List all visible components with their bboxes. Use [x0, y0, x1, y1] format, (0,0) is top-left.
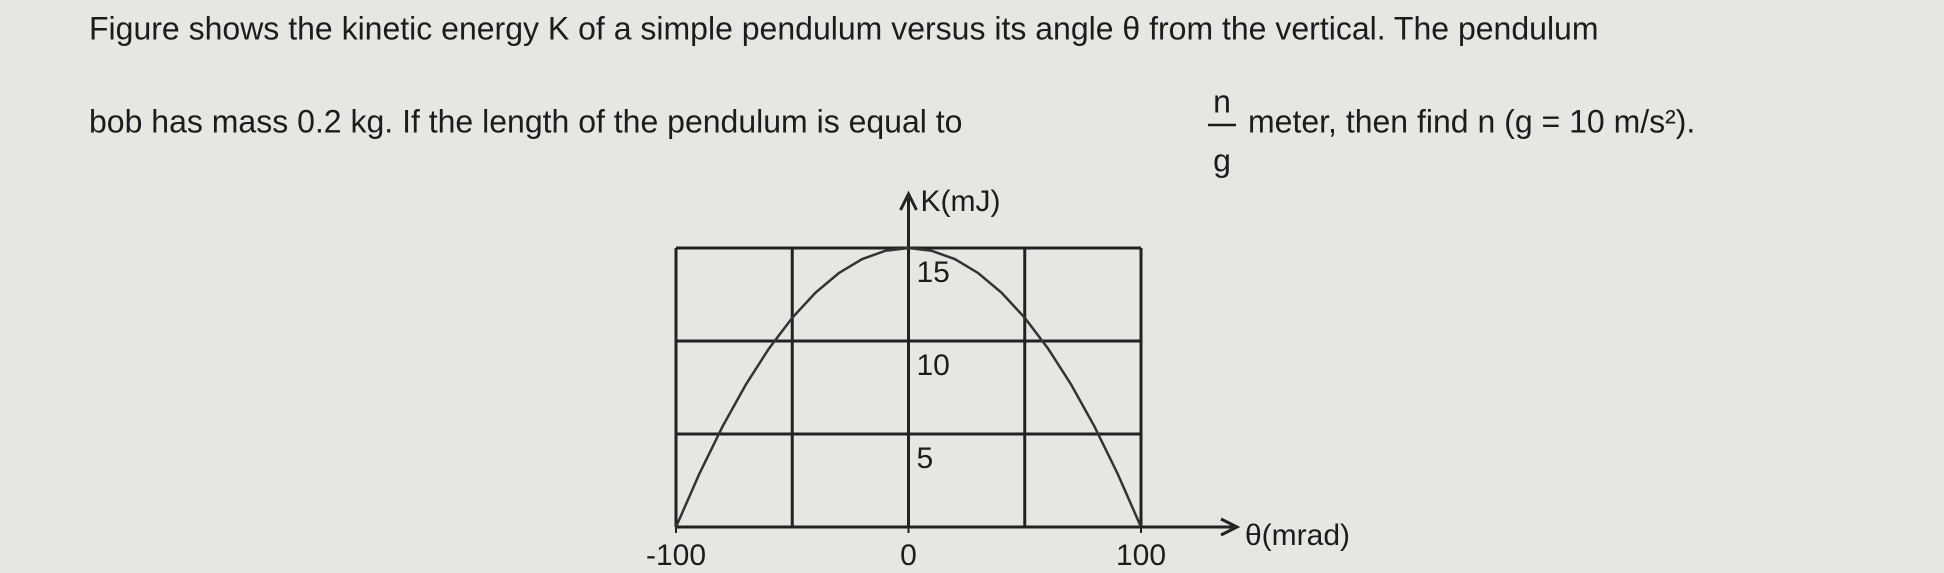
- x-tick-label: -100: [646, 539, 706, 572]
- question-line: bob has mass 0.2 kg. If the length of th…: [89, 103, 962, 139]
- x-axis-label: θ(mrad): [1245, 519, 1350, 552]
- x-tick-label: 0: [900, 539, 917, 572]
- fraction-numerator: n: [1213, 83, 1231, 119]
- y-tick-label: 5: [917, 442, 934, 475]
- question-line: Figure shows the kinetic energy K of a s…: [89, 10, 1599, 46]
- question-line: meter, then find n (g = 10 m/s²).: [1248, 103, 1695, 139]
- y-axis-label: K(mJ): [921, 185, 1001, 218]
- chart: 5 10 15 θ(mrad) K(mJ) -100 0 100: [646, 185, 1350, 572]
- fraction-denominator: g: [1213, 142, 1231, 178]
- y-tick-label: 15: [917, 256, 950, 289]
- x-axis-arrow: [1220, 517, 1241, 537]
- y-axis-arrow: [899, 190, 918, 211]
- curve: [674, 246, 1143, 528]
- y-tick-label: 10: [917, 349, 950, 382]
- x-tick-label: 100: [1116, 539, 1166, 572]
